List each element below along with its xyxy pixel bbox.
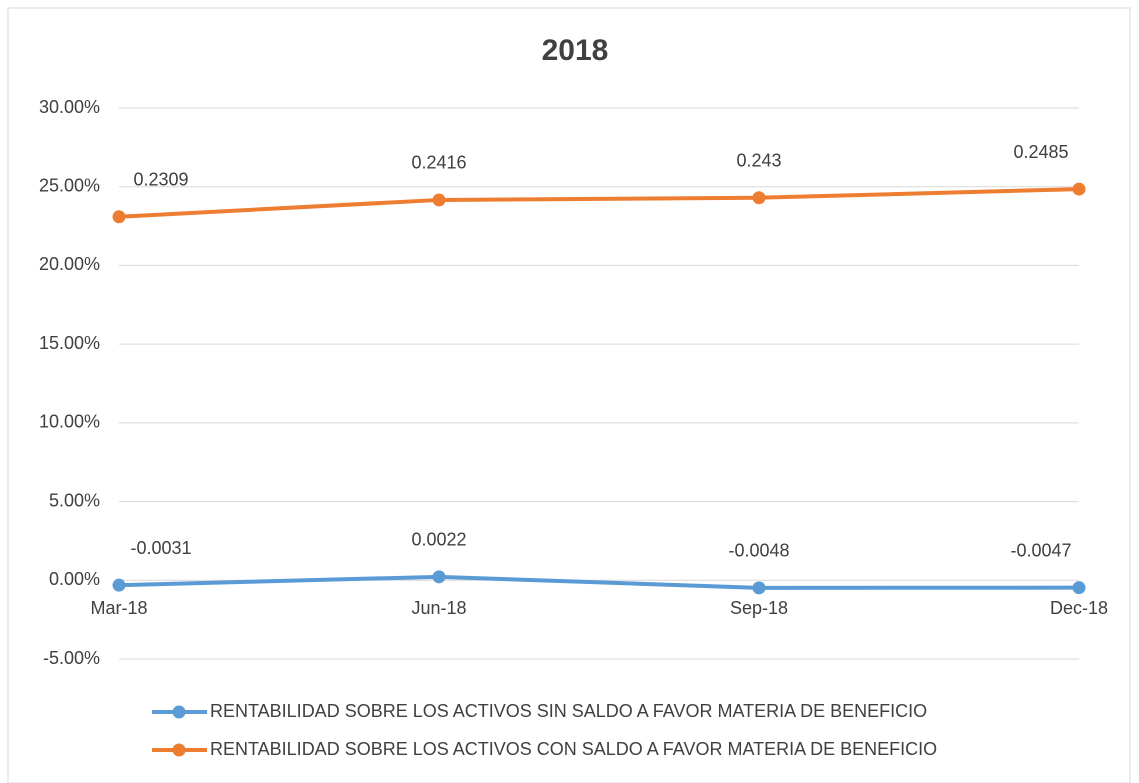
- data-point: [1072, 182, 1086, 196]
- x-tick-label: Mar-18: [90, 598, 147, 618]
- legend-marker: [172, 743, 186, 757]
- legend-label: RENTABILIDAD SOBRE LOS ACTIVOS CON SALDO…: [210, 739, 937, 759]
- data-point: [1072, 581, 1086, 595]
- data-label: -0.0047: [1010, 540, 1071, 560]
- y-tick-label: 10.00%: [39, 412, 100, 432]
- data-label: 0.2309: [133, 170, 188, 190]
- data-label: 0.2485: [1013, 142, 1068, 162]
- data-label: -0.0031: [130, 538, 191, 558]
- chart-border: [7, 7, 1131, 783]
- y-tick-label: 25.00%: [39, 175, 100, 195]
- data-point: [752, 581, 766, 595]
- y-tick-label: 30.00%: [39, 97, 100, 117]
- data-point: [432, 570, 446, 584]
- x-tick-label: Sep-18: [730, 598, 788, 618]
- data-label: 0.2416: [411, 153, 466, 173]
- y-tick-label: 20.00%: [39, 254, 100, 274]
- y-tick-label: 0.00%: [49, 569, 100, 589]
- y-tick-label: 15.00%: [39, 333, 100, 353]
- data-point: [432, 193, 446, 207]
- data-label: -0.0048: [728, 541, 789, 561]
- legend-marker: [172, 705, 186, 719]
- y-tick-label: 5.00%: [49, 490, 100, 510]
- data-point: [112, 210, 126, 224]
- legend-label: RENTABILIDAD SOBRE LOS ACTIVOS SIN SALDO…: [210, 701, 927, 721]
- x-tick-label: Dec-18: [1050, 598, 1108, 618]
- data-point: [752, 191, 766, 205]
- chart-title: 2018: [542, 34, 609, 67]
- series-line: [118, 574, 1080, 590]
- series-line: [118, 187, 1080, 219]
- x-tick-label: Jun-18: [411, 598, 466, 618]
- y-tick-label: -5.00%: [43, 648, 100, 668]
- data-label: 0.243: [736, 150, 781, 170]
- data-point: [112, 578, 126, 592]
- data-label: 0.0022: [411, 530, 466, 550]
